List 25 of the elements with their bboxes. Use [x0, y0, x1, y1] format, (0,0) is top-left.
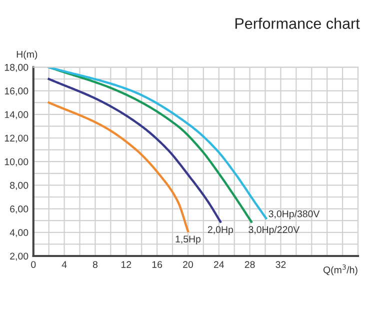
x-axis-title: Q(m$^{3}$/h)	[323, 264, 358, 276]
x-tick-label: 12	[121, 261, 132, 268]
y-tick-label: 10,00	[4, 158, 28, 166]
series-label: 1,5Hp	[176, 236, 201, 244]
series-label: 2,0Hp	[208, 226, 233, 235]
x-tick-label: 32	[276, 261, 286, 268]
x-tick-label: 28	[244, 261, 255, 268]
y-axis-title: H(m)	[16, 50, 38, 60]
series-label: 3,0Hp/380V	[268, 210, 320, 220]
x-tick-label: 0	[31, 261, 36, 268]
y-tick-label: 4,00	[10, 229, 28, 238]
x-tick-label: 20	[183, 261, 193, 268]
y-tick-label: 6,00	[10, 206, 28, 214]
x-tick-label: 4	[62, 261, 67, 268]
y-tick-label: 8,00	[10, 182, 28, 190]
y-tick-label: 18,00	[4, 64, 28, 72]
x-tick-label: 24	[214, 261, 224, 268]
series-label: 3,0Hp/220V	[248, 226, 300, 235]
y-tick-label: 14,00	[4, 111, 28, 120]
y-tick-label: 12,00	[4, 134, 28, 143]
y-tick-label: 16,00	[4, 88, 28, 96]
x-tick-label: 16	[152, 261, 162, 268]
chart-title: Performance chart	[235, 18, 360, 29]
y-tick-label: 2,00	[10, 252, 28, 261]
x-tick-label: 8	[92, 261, 98, 268]
